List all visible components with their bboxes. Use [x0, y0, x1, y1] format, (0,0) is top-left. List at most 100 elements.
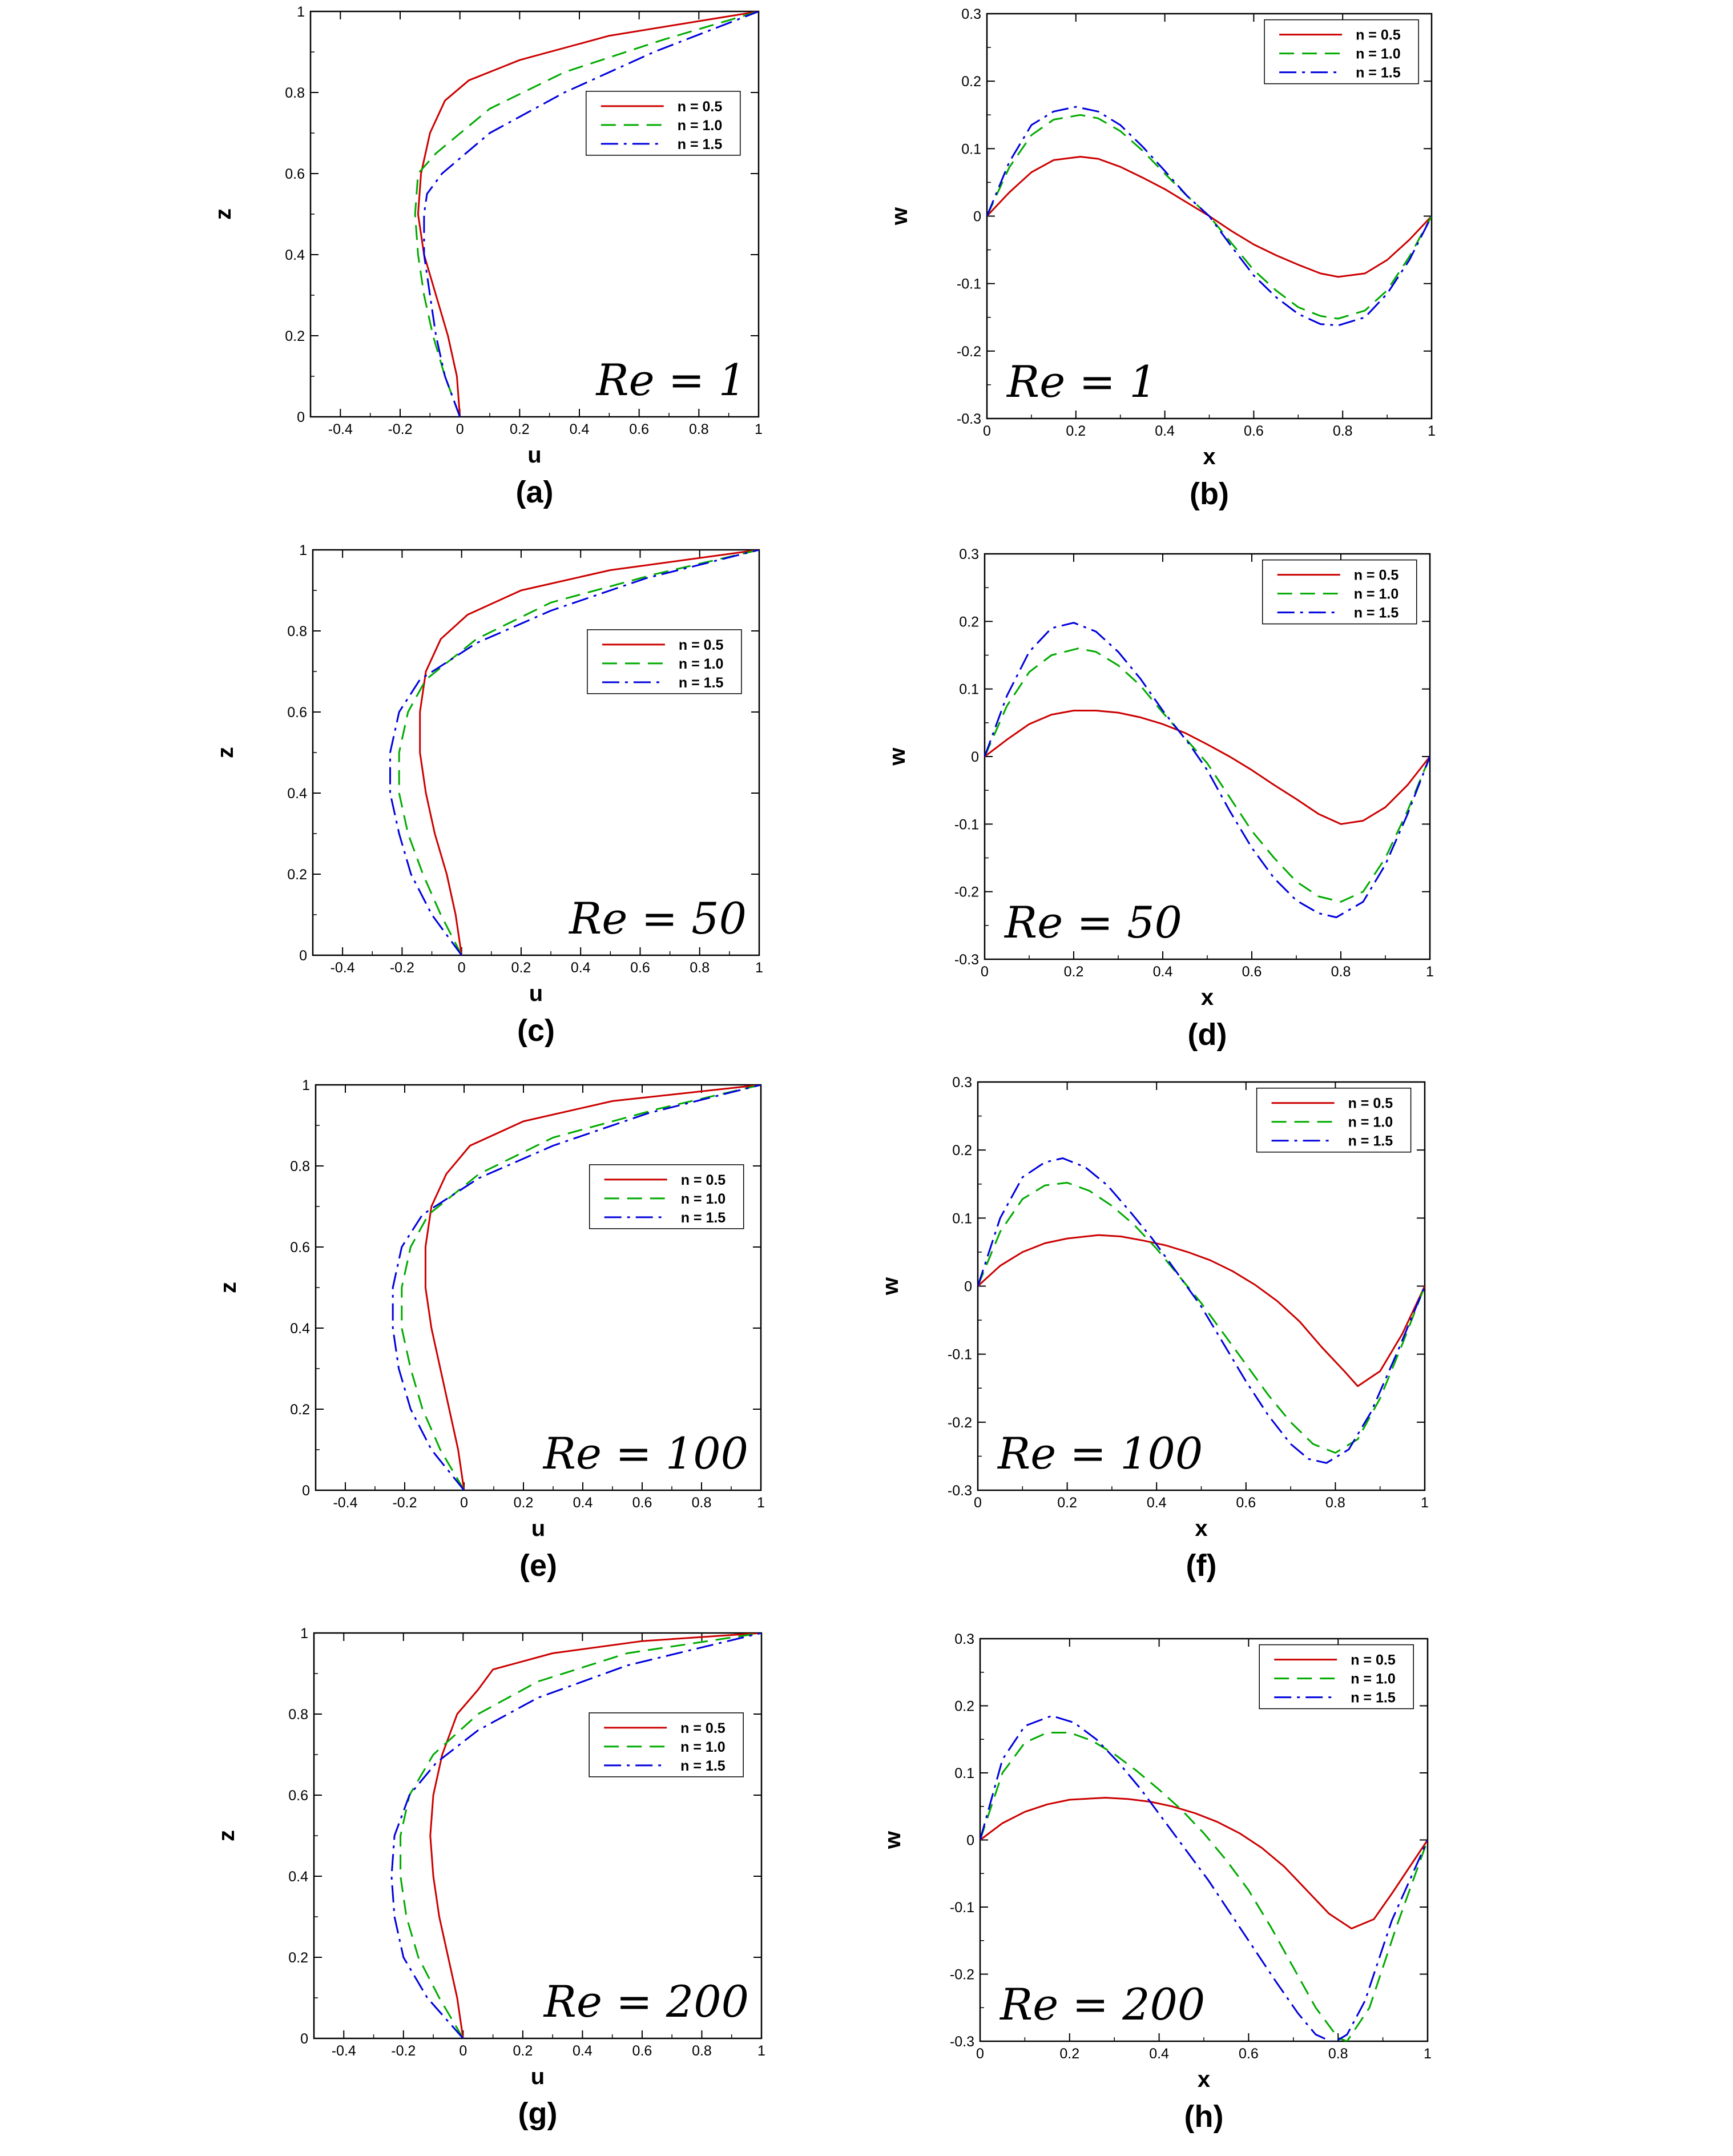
x-tick-label: 1: [755, 421, 763, 437]
y-tick-label: 0: [966, 1833, 974, 1849]
y-tick-label: 1: [300, 1626, 308, 1642]
y-tick-label: -0.3: [950, 2034, 974, 2050]
legend: n = 0.5 n = 1.0 n = 1.5: [1256, 1087, 1412, 1153]
x-tick-label: -0.4: [328, 421, 353, 437]
legend-entry: n = 1.0: [1354, 586, 1399, 602]
x-tick-label: 1: [757, 2043, 765, 2059]
legend-entry: n = 1.0: [679, 656, 724, 672]
x-tick-label: 1: [1421, 1495, 1429, 1511]
x-tick-label: 0.2: [1066, 423, 1086, 439]
x-tick-label: 0: [983, 423, 991, 439]
x-tick-label: 0.6: [632, 1495, 652, 1511]
y-tick-label: -0.3: [948, 1483, 972, 1499]
panel-caption: (h): [1184, 2099, 1224, 2134]
y-axis-label: w: [887, 207, 912, 226]
y-axis-label: z: [216, 1282, 241, 1293]
y-tick-label: -0.2: [950, 1967, 974, 1983]
series-line-n-0-5: [424, 1085, 761, 1490]
y-tick-label: 0.8: [288, 1707, 308, 1723]
legend-entry: n = 1.0: [678, 118, 723, 134]
x-tick-label: -0.2: [392, 1495, 417, 1511]
y-tick-label: 0.2: [954, 1699, 974, 1715]
x-tick-label: 1: [1424, 2046, 1432, 2062]
y-tick-label: 0.4: [285, 247, 305, 263]
series-line-n-1-5: [390, 1633, 761, 2038]
x-tick-label: 0.2: [514, 1495, 534, 1511]
y-tick-label: 0.4: [287, 786, 307, 802]
x-axis-label: x: [1195, 1516, 1207, 1541]
legend-entry: n = 0.5: [1354, 568, 1399, 584]
legend: n = 0.5 n = 1.0 n = 1.5: [587, 629, 742, 694]
y-tick-label: 1: [302, 1077, 310, 1093]
legend-entry: n = 1.0: [1351, 1671, 1396, 1687]
x-tick-label: 0.4: [1147, 1495, 1167, 1511]
legend: n = 0.5 n = 1.0 n = 1.5: [589, 1164, 744, 1229]
y-tick-label: 0.2: [288, 1950, 308, 1966]
series-line-n-1-0: [398, 550, 759, 955]
x-tick-label: 0.6: [1244, 423, 1264, 439]
x-tick-label: 1: [755, 960, 763, 976]
x-tick-label: 0.2: [510, 421, 530, 437]
reynolds-annotation: Re = 200: [543, 1976, 749, 2027]
x-tick-label: 0.8: [690, 960, 710, 976]
y-tick-label: -0.3: [957, 411, 981, 427]
series-line-n-1-5: [978, 1157, 1425, 1464]
x-tick-label: 0.4: [1149, 2046, 1169, 2062]
legend-entry: n = 0.5: [1348, 1096, 1393, 1112]
y-axis-label: z: [213, 747, 238, 758]
legend-entry: n = 0.5: [679, 637, 724, 653]
series-line-n-1-0: [400, 1633, 761, 2038]
y-tick-label: -0.1: [948, 1347, 972, 1363]
x-tick-label: 0.8: [1331, 964, 1351, 980]
y-tick-label: 0.6: [287, 705, 307, 721]
x-tick-label: -0.4: [331, 960, 355, 976]
y-axis-label: w: [880, 1831, 905, 1849]
x-tick-label: 0.2: [511, 960, 531, 976]
x-tick-label: 0.8: [1325, 1495, 1345, 1511]
legend: n = 0.5 n = 1.0 n = 1.5: [1262, 559, 1417, 625]
y-tick-label: -0.1: [954, 816, 979, 832]
x-tick-label: 0.2: [1059, 2046, 1079, 2062]
reynolds-annotation: Re = 100: [542, 1428, 748, 1479]
series-line-n-1-5: [987, 106, 1432, 327]
x-tick-label: 0.8: [689, 421, 709, 437]
y-tick-label: 0.3: [959, 546, 979, 562]
series-line-n-0-5: [419, 550, 759, 955]
y-tick-label: 0.3: [954, 1631, 974, 1647]
y-axis-label: z: [214, 1830, 239, 1841]
panel-caption: (d): [1188, 1017, 1227, 1052]
x-axis-label: u: [529, 981, 543, 1006]
legend-entry: n = 1.5: [681, 1210, 726, 1226]
panel-g: -0.4 -0.2 0 0.2 0.4 0.6 0.8 1 0 0.2 0.4 0.6 0.8 1 u z n …: [214, 1626, 765, 2131]
y-tick-label: 0.8: [290, 1159, 310, 1174]
legend-entry: n = 1.0: [681, 1191, 726, 1207]
series-line-n-1-5: [980, 1715, 1428, 2041]
y-tick-label: 0.3: [961, 6, 981, 22]
x-tick-label: -0.4: [333, 1495, 357, 1511]
series-line-n-1-0: [978, 1181, 1425, 1454]
y-tick-label: -0.1: [957, 276, 981, 292]
x-tick-label: 0.6: [1239, 2046, 1259, 2062]
x-axis-label: x: [1198, 2067, 1210, 2092]
legend-entry: n = 1.5: [1354, 605, 1399, 621]
panel-caption: (c): [517, 1013, 555, 1048]
y-tick-label: 0.8: [285, 85, 305, 101]
y-tick-label: 0.1: [961, 141, 981, 157]
y-tick-label: 0.2: [959, 614, 979, 630]
x-tick-label: 0.6: [630, 960, 650, 976]
x-axis-label: u: [531, 2064, 545, 2089]
legend-entry: n = 0.5: [1356, 27, 1401, 43]
series-line-n-1-5: [985, 622, 1430, 919]
reynolds-annotation: Re = 50: [1003, 897, 1182, 948]
panel-caption: (f): [1186, 1548, 1217, 1583]
x-axis-label: u: [531, 1516, 545, 1541]
legend: n = 0.5 n = 1.0 n = 1.5: [1264, 19, 1419, 85]
series-line-n-1-0: [980, 1732, 1428, 2041]
y-tick-label: 0.2: [290, 1402, 310, 1418]
reynolds-annotation: Re = 1: [595, 355, 746, 405]
legend-entry: n = 1.0: [680, 1739, 726, 1755]
x-tick-label: 0.2: [513, 2043, 533, 2059]
y-tick-label: -0.2: [957, 344, 981, 360]
x-tick-label: 0.4: [570, 421, 590, 437]
